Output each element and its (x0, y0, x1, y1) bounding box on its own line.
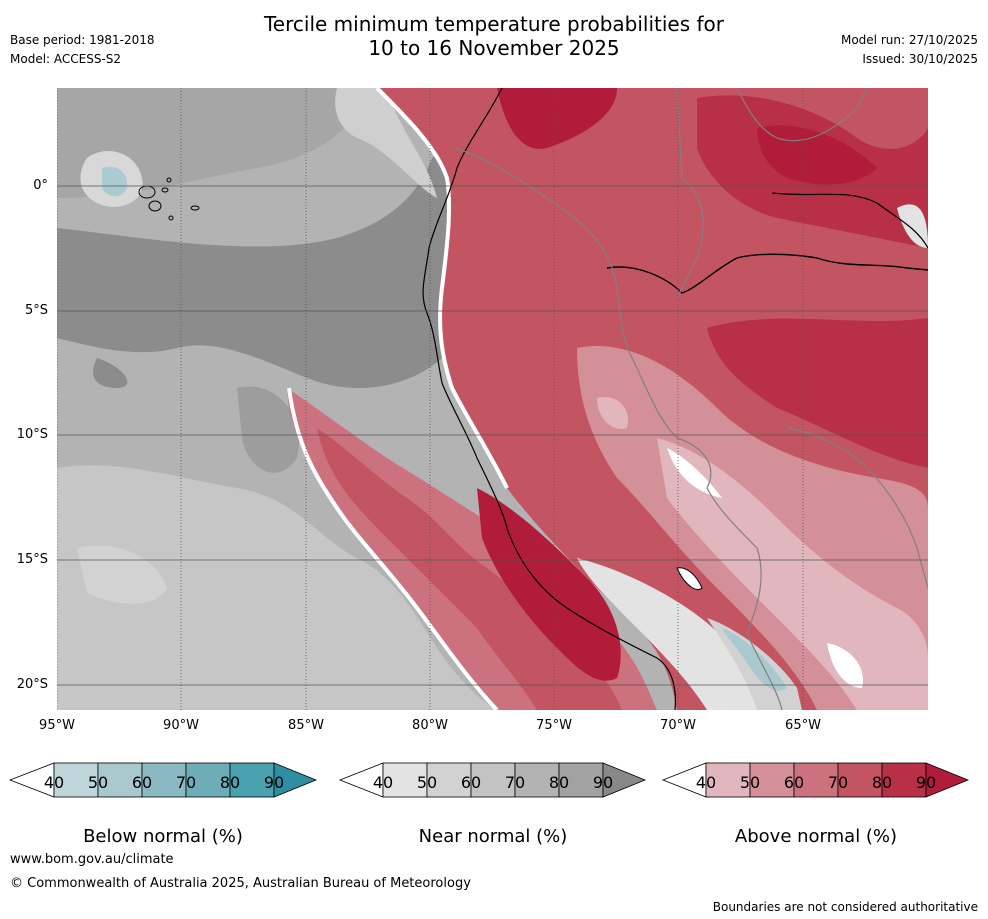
cb-above-tick-40: 40 (695, 773, 717, 792)
cb-above-tick-90: 90 (915, 773, 937, 792)
cb-near-seg-5 (558, 762, 604, 798)
cb-below-seg-3 (141, 762, 187, 798)
lat-tick-0: 0° (33, 178, 48, 193)
cb-near-seg-4 (514, 762, 560, 798)
country-border-colombia (676, 88, 704, 299)
cb-above-seg-2 (749, 762, 795, 798)
base-period-text: Base period: 1981-2018 (10, 33, 155, 47)
map-title: Tercile minimum temperature probabilitie… (0, 12, 988, 60)
lake-titicaca (676, 567, 703, 591)
colorbar-below-normal (8, 762, 318, 798)
above-normal-40-southeast (657, 438, 928, 710)
cb-below-seg-6 (273, 762, 318, 798)
country-border-brazil (786, 427, 928, 589)
lon-tick-95w: 95°W (39, 718, 75, 733)
cb-near-tick-80: 80 (548, 773, 570, 792)
cb-below-tick-90: 90 (263, 773, 285, 792)
cb-near-tick-70: 70 (504, 773, 526, 792)
cb-above-tick-80: 80 (871, 773, 893, 792)
above-normal-70-offshore (317, 428, 622, 710)
cb-near-tick-60: 60 (460, 773, 482, 792)
issued-text: Issued: 30/10/2025 (862, 52, 978, 66)
cb-above-tick-60: 60 (783, 773, 805, 792)
cb-above-tick-70: 70 (827, 773, 849, 792)
lon-tick-65w: 65°W (785, 718, 821, 733)
cb-near-seg-3 (470, 762, 516, 798)
amazon-river (606, 253, 928, 294)
lat-tick-20s: 20°S (16, 677, 48, 692)
lat-tick-15s: 15°S (16, 552, 48, 567)
near-normal-90-patch (93, 358, 128, 388)
coastline (422, 88, 677, 710)
cb-near-seg-2 (426, 762, 472, 798)
cb-below-tick-60: 60 (131, 773, 153, 792)
lon-tick-75w: 75°W (536, 718, 572, 733)
contour-line-offshore (287, 387, 499, 710)
cb-below-seg-1 (53, 762, 99, 798)
country-border-bolivia (746, 547, 783, 710)
lat-tick-5s: 5°S (24, 303, 48, 318)
model-run-text: Model run: 27/10/2025 (840, 33, 978, 47)
low-probability-patch-2 (827, 643, 863, 688)
cb-near-tick-90: 90 (592, 773, 614, 792)
cb-below-tick-80: 80 (219, 773, 241, 792)
cb-above-seg-5 (881, 762, 927, 798)
cb-below-tick-50: 50 (87, 773, 109, 792)
near-normal-90-zone (57, 148, 452, 388)
above-normal-80-east (707, 318, 928, 468)
title-line-2: 10 to 16 November 2025 (368, 36, 620, 60)
probability-map (57, 88, 928, 710)
above-normal-90-north-1 (497, 88, 617, 149)
lat-tick-10s: 10°S (16, 427, 48, 442)
lon-tick-70w: 70°W (660, 718, 696, 733)
cb-above-label: Above normal (%) (734, 826, 898, 847)
lon-tick-80w: 80°W (412, 718, 448, 733)
rio-negro (771, 192, 928, 249)
title-line-1: Tercile minimum temperature probabilitie… (263, 12, 725, 36)
near-normal-70-south (57, 465, 497, 710)
cb-near-label: Near normal (%) (418, 826, 568, 847)
country-border-venezuela (736, 88, 868, 142)
above-normal-90-south-coast (477, 488, 621, 681)
country-border-ecuador-peru (454, 147, 758, 549)
cb-below-seg-2 (97, 762, 143, 798)
colorbar-near-normal (338, 762, 647, 798)
near-normal-80-mid-patch (237, 386, 299, 473)
cb-below-tick-40: 40 (43, 773, 65, 792)
below-normal-50-patch (102, 166, 128, 197)
near-normal-60-zone (335, 88, 437, 198)
colorbar-above-normal (661, 762, 970, 798)
above-normal-40-patch (597, 397, 628, 429)
cb-below-tick-70: 70 (175, 773, 197, 792)
cb-near-seg-1 (382, 762, 428, 798)
copyright-text: © Commonwealth of Australia 2025, Austra… (10, 876, 471, 891)
cb-above-seg-4 (837, 762, 883, 798)
near-normal-50-coast (577, 558, 757, 710)
cb-above-seg-6 (925, 762, 970, 798)
cb-above-seg-1 (705, 762, 751, 798)
cb-below-label: Below normal (%) (83, 826, 243, 847)
contour-line-coast (375, 88, 509, 489)
disclaimer-text: Boundaries are not considered authoritat… (712, 900, 978, 914)
below-normal-50-altiplano (722, 628, 787, 691)
lon-tick-85w: 85°W (288, 718, 324, 733)
cb-below-seg-4 (185, 762, 231, 798)
cb-near-tick-50: 50 (416, 773, 438, 792)
model-text: Model: ACCESS-S2 (10, 52, 122, 66)
cb-near-tick-40: 40 (372, 773, 394, 792)
lon-tick-90w: 90°W (163, 718, 199, 733)
website-text: www.bom.gov.au/climate (10, 852, 174, 867)
cb-above-tick-50: 50 (739, 773, 761, 792)
parallel-gridlines (57, 185, 928, 686)
cb-near-seg-6 (602, 762, 647, 798)
